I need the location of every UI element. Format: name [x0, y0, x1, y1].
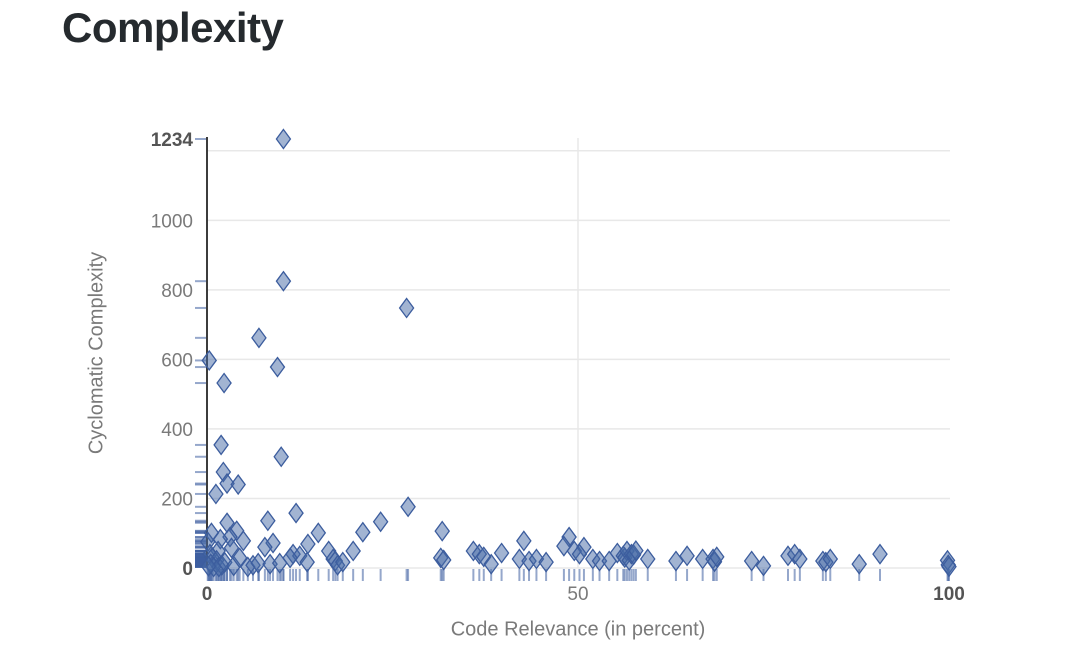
data-point-diamond[interactable]: [493, 542, 510, 564]
data-point-diamond[interactable]: [511, 548, 528, 570]
data-point-diamond[interactable]: [434, 520, 451, 542]
y-tick-label: 0: [182, 559, 193, 580]
data-point-diamond[interactable]: [941, 556, 957, 578]
data-point-diamond[interactable]: [628, 540, 644, 562]
data-point-diamond[interactable]: [299, 551, 315, 573]
data-point-diamond[interactable]: [694, 548, 711, 570]
data-point-diamond[interactable]: [372, 511, 389, 533]
data-point-diamond[interactable]: [483, 553, 499, 575]
data-point-diamond[interactable]: [275, 270, 292, 292]
data-point-diamond[interactable]: [743, 550, 760, 572]
data-point-diamond[interactable]: [265, 532, 281, 554]
y-tick-label: 1000: [151, 211, 193, 232]
data-point-diamond[interactable]: [208, 483, 224, 505]
data-point-diamond[interactable]: [213, 434, 229, 456]
data-point-diamond[interactable]: [223, 537, 240, 559]
data-point-diamond[interactable]: [257, 536, 273, 558]
data-point-diamond[interactable]: [792, 548, 808, 570]
data-point-diamond[interactable]: [250, 552, 267, 574]
data-point-diamond[interactable]: [201, 349, 218, 372]
data-point-diamond[interactable]: [260, 510, 276, 532]
data-point-diamond[interactable]: [516, 530, 532, 552]
data-point-diamond[interactable]: [400, 496, 416, 518]
y-tick-label: 400: [161, 420, 193, 441]
y-tick-label: 600: [161, 350, 193, 371]
data-point-diamond[interactable]: [235, 530, 252, 552]
data-point-diamond[interactable]: [872, 543, 888, 565]
data-point-diamond[interactable]: [822, 548, 839, 570]
data-point-diamond[interactable]: [288, 502, 304, 524]
data-point-diamond[interactable]: [538, 551, 554, 573]
data-point-diamond[interactable]: [679, 545, 695, 567]
data-point-diamond[interactable]: [291, 545, 308, 567]
data-point-diamond[interactable]: [230, 473, 246, 496]
data-point-diamond[interactable]: [200, 555, 217, 577]
y-tick-label: 200: [161, 489, 193, 510]
data-point-diamond[interactable]: [251, 327, 267, 349]
data-point-diamond[interactable]: [398, 297, 415, 319]
data-point-diamond[interactable]: [708, 546, 725, 568]
y-tick-label: 1234: [151, 130, 194, 151]
x-axis-title: Code Relevance (in percent): [450, 618, 706, 641]
data-point-diamond[interactable]: [269, 356, 286, 378]
data-point-diamond[interactable]: [219, 472, 235, 495]
x-tick-label: 0: [202, 584, 213, 605]
data-point-diamond[interactable]: [755, 555, 772, 577]
data-point-diamond[interactable]: [639, 548, 656, 570]
data-point-diamond[interactable]: [475, 546, 492, 568]
data-point-diamond[interactable]: [334, 551, 351, 573]
data-point-diamond[interactable]: [571, 543, 588, 565]
y-tick-label: 800: [161, 281, 193, 302]
data-point-diamond[interactable]: [310, 522, 327, 544]
data-point-diamond[interactable]: [282, 547, 298, 569]
data-point-diamond[interactable]: [275, 128, 292, 150]
data-point-diamond[interactable]: [355, 521, 371, 543]
data-point-diamond[interactable]: [273, 446, 290, 468]
data-point-diamond[interactable]: [528, 548, 545, 570]
data-point-diamond[interactable]: [435, 549, 452, 571]
data-point-diamond[interactable]: [851, 553, 868, 575]
page-title: Complexity: [62, 4, 284, 51]
x-tick-label: 100: [933, 584, 965, 605]
data-point-diamond[interactable]: [216, 372, 232, 394]
data-point-diamond[interactable]: [668, 550, 684, 572]
x-tick-label: 50: [567, 584, 588, 605]
data-point-diamond[interactable]: [231, 547, 248, 569]
data-point-diamond[interactable]: [345, 540, 361, 562]
